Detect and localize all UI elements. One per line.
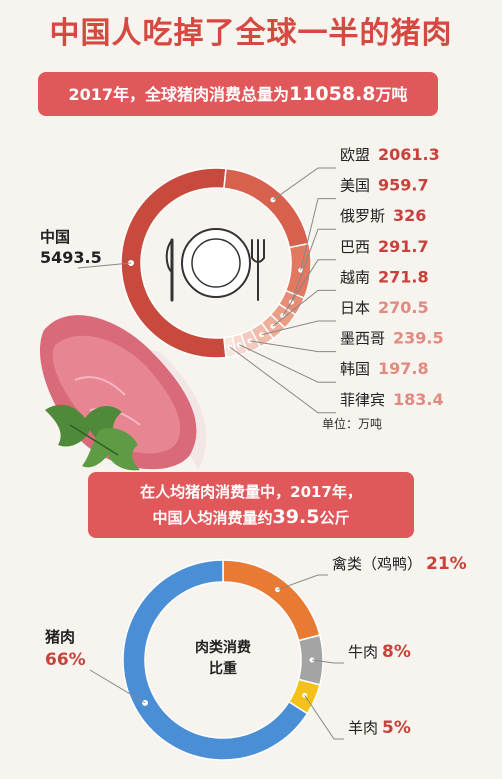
leader-line-1 bbox=[272, 167, 336, 201]
pork-label-name-4: 巴西 bbox=[340, 238, 370, 256]
banner2-line1: 在人均猪肉消费量中，2017年， bbox=[140, 483, 362, 501]
donut2-center-line1: 肉类消费 bbox=[195, 639, 251, 656]
leader-line-5 bbox=[272, 289, 336, 327]
pork-label-value-8: 197.8 bbox=[378, 359, 429, 378]
plate-cutlery-icon bbox=[165, 228, 265, 302]
meat-line-0 bbox=[89, 669, 146, 704]
meat-line-3 bbox=[304, 695, 344, 740]
leader-line-9 bbox=[229, 346, 336, 414]
banner1-prefix: 2017年，全球猪肉消费总量为 bbox=[68, 85, 289, 104]
pork-label-value-0: 5493.5 bbox=[40, 248, 102, 267]
meat-label-value-2: 8% bbox=[382, 642, 411, 662]
pork-label-name-6: 日本 bbox=[340, 299, 370, 317]
unit-note: 单位：万吨 bbox=[322, 416, 382, 431]
banner2-value: 39.5 bbox=[272, 506, 320, 528]
banner2-line2-suffix: 公斤 bbox=[319, 509, 350, 527]
leader-line-2 bbox=[300, 198, 336, 271]
pork-label-name-3: 俄罗斯 bbox=[340, 207, 385, 225]
pork-label-name-8: 韩国 bbox=[340, 360, 370, 378]
page-title: 中国人吃掉了全球一半的猪肉 bbox=[49, 16, 453, 51]
leader-line-4 bbox=[282, 259, 336, 316]
leader-line-8 bbox=[239, 344, 336, 383]
meat-share-labels: 猪肉 66% 禽类（鸡鸭） 21% 牛肉 8% 羊肉 5% bbox=[44, 554, 467, 740]
pork-label-name-0: 中国 bbox=[40, 228, 70, 246]
meat-label-name-3: 羊肉 bbox=[348, 719, 378, 737]
leader-line-0 bbox=[77, 262, 132, 269]
leader-line-3 bbox=[291, 228, 336, 303]
pork-label-name-7: 墨西哥 bbox=[340, 330, 385, 348]
meat-slice-0 bbox=[122, 559, 309, 761]
meat-slice-1 bbox=[222, 559, 321, 642]
meat-line-1 bbox=[277, 574, 328, 591]
meat-line-2 bbox=[311, 659, 344, 664]
pork-label-value-6: 270.5 bbox=[378, 298, 429, 317]
leader-line-7 bbox=[249, 340, 336, 353]
pork-label-name-2: 美国 bbox=[340, 177, 370, 195]
meat-label-value-1: 21% bbox=[426, 554, 467, 574]
banner1-value: 11058.8 bbox=[288, 83, 376, 105]
pork-label-name-5: 越南 bbox=[340, 268, 370, 286]
meat-label-value-3: 5% bbox=[382, 718, 411, 738]
pork-label-name-9: 菲律宾 bbox=[340, 391, 385, 409]
pork-label-value-1: 2061.3 bbox=[378, 145, 440, 164]
herb-leaf-illustration bbox=[45, 404, 140, 471]
pork-label-value-2: 959.7 bbox=[378, 176, 429, 195]
banner1-suffix: 万吨 bbox=[375, 85, 408, 104]
pork-label-value-9: 183.4 bbox=[393, 390, 444, 409]
pork-label-value-5: 271.8 bbox=[378, 267, 429, 286]
pork-consumption-labels: 中国 5493.5 欧盟 2061.3 美国 959.7 俄罗斯 326 巴西 291.7 越南 27… bbox=[40, 145, 444, 414]
donut2-center-line2: 比重 bbox=[209, 660, 237, 677]
meat-label-value-0: 66% bbox=[45, 650, 86, 670]
pork-label-name-1: 欧盟 bbox=[340, 146, 370, 164]
meat-share-donut bbox=[122, 559, 324, 761]
meat-label-name-0: 猪肉 bbox=[44, 628, 75, 646]
total-consumption-banner: 2017年，全球猪肉消费总量为11058.8万吨 bbox=[38, 72, 438, 116]
leader-line-6 bbox=[261, 320, 336, 336]
meat-label-name-2: 牛肉 bbox=[348, 643, 378, 661]
pork-label-value-4: 291.7 bbox=[378, 237, 429, 256]
per-capita-banner: 在人均猪肉消费量中，2017年， 中国人均消费量约39.5公斤 bbox=[88, 472, 414, 538]
pork-label-value-7: 239.5 bbox=[393, 329, 444, 348]
pork-slice-0 bbox=[120, 167, 227, 359]
pork-label-value-3: 326 bbox=[393, 206, 426, 225]
banner2-line2-prefix: 中国人均消费量约 bbox=[152, 509, 273, 527]
meat-label-name-1: 禽类（鸡鸭） bbox=[332, 555, 422, 573]
